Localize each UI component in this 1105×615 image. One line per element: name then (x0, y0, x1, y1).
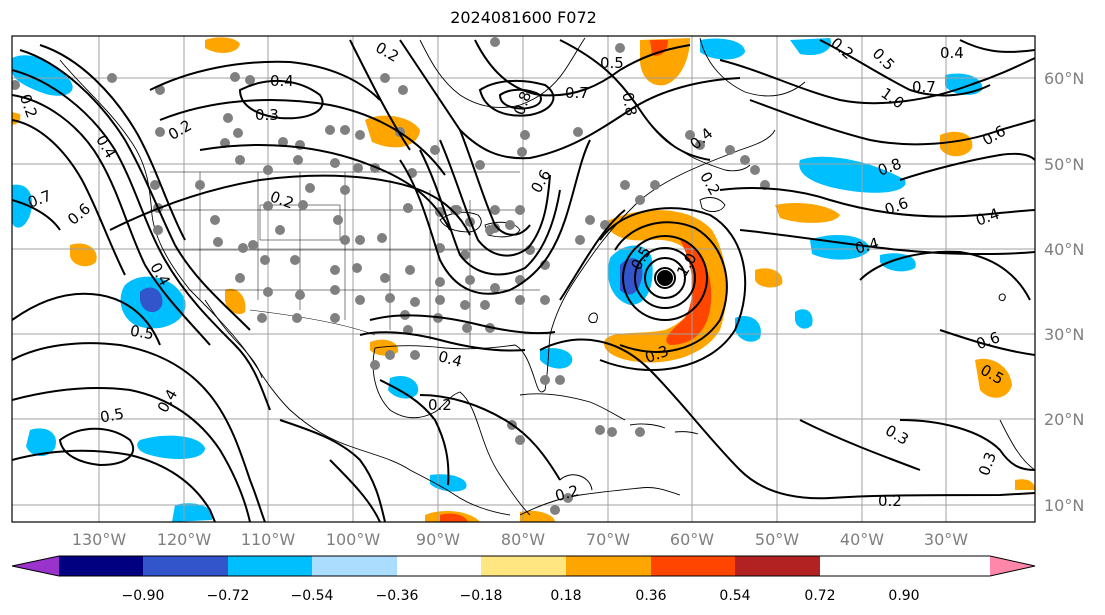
colorbar-tick-label: −0.90 (122, 588, 165, 604)
lon-tick-label: 120°W (157, 530, 212, 549)
contour-label: 0.4 (940, 44, 964, 62)
colorbar-segment (143, 556, 228, 576)
lat-tick-label: 10°N (1044, 496, 1084, 515)
grid-lines (12, 36, 1035, 522)
contour-label: 0.5 (129, 322, 156, 344)
colorbar-min-extend (12, 556, 59, 576)
colorbar-tick-label: 0.72 (804, 588, 835, 604)
contour-label: 0.7 (565, 84, 589, 102)
latitude-ticks: 60°N 50°N 40°N 30°N 20°N 10°N (1044, 69, 1084, 515)
colorbar-outline (11, 555, 1036, 577)
colorbar-tick-label: −0.54 (291, 588, 334, 604)
lon-tick-label: 60°W (670, 530, 714, 549)
storm-center-marker (657, 270, 673, 286)
lat-tick-label: 60°N (1044, 69, 1084, 88)
colorbar-tick-label: 0.36 (635, 588, 666, 604)
contour-label: 0.5 (600, 54, 624, 72)
colorbar-ticks: −0.90 −0.72 −0.54 −0.36 −0.18 0.18 0.36 … (122, 588, 920, 604)
lat-tick-label: 40°N (1044, 240, 1084, 259)
contour-label: 0.2 (428, 396, 452, 414)
map-title: 2024081600 F072 (450, 8, 597, 27)
contour-label: 0.8 (618, 91, 640, 118)
contour-label: 0.7 (912, 78, 936, 96)
lat-tick-label: 20°N (1044, 410, 1084, 429)
lon-tick-label: 110°W (241, 530, 296, 549)
thin-contours (559, 293, 1006, 491)
colorbar: −0.90 −0.72 −0.54 −0.36 −0.18 0.18 0.36 … (11, 555, 1036, 604)
colorbar-segment (481, 556, 566, 576)
lon-tick-label: 130°W (72, 530, 127, 549)
contour-lines (12, 39, 1035, 522)
significance-dots (12, 37, 770, 515)
lon-tick-label: 50°W (755, 530, 799, 549)
contour-label: 0.2 (553, 481, 581, 505)
contour-label: 0.4 (853, 234, 881, 258)
colorbar-segment (397, 556, 481, 576)
contour-label: 0.2 (878, 492, 902, 510)
shaded-anomalies (12, 37, 1035, 522)
colorbar-tick-label: 0.18 (550, 588, 581, 604)
lon-tick-label: 100°W (326, 530, 381, 549)
colorbar-segment (566, 556, 651, 576)
colorbar-segments (59, 556, 820, 576)
lon-tick-label: 30°W (924, 530, 968, 549)
colorbar-tick-label: 0.90 (888, 588, 919, 604)
colorbar-segment (735, 556, 820, 576)
lon-tick-label: 70°W (586, 530, 630, 549)
colorbar-tick-label: 0.54 (719, 588, 750, 604)
colorbar-tick-label: −0.36 (376, 588, 419, 604)
lon-tick-label: 80°W (501, 530, 545, 549)
contour-label: 0.4 (436, 347, 464, 371)
lon-tick-label: 40°W (840, 530, 884, 549)
contour-label: 0.3 (255, 106, 279, 124)
colorbar-tick-label: −0.18 (460, 588, 503, 604)
lat-tick-label: 30°N (1044, 325, 1084, 344)
longitude-ticks: 130°W 120°W 110°W 100°W 90°W 80°W 70°W 6… (72, 530, 968, 549)
contour-label: 0.5 (99, 405, 126, 427)
contour-label: 0.4 (270, 72, 294, 90)
colorbar-segment (651, 556, 735, 576)
map-border (11, 35, 1036, 523)
colorbar-max-extend (990, 556, 1035, 576)
colorbar-tick-label: −0.72 (207, 588, 250, 604)
borders (150, 171, 540, 345)
colorbar-segment (312, 556, 397, 576)
lon-tick-label: 90°W (416, 530, 460, 549)
lat-tick-label: 50°N (1044, 155, 1084, 174)
colorbar-segment (228, 556, 312, 576)
colorbar-segment (59, 556, 143, 576)
